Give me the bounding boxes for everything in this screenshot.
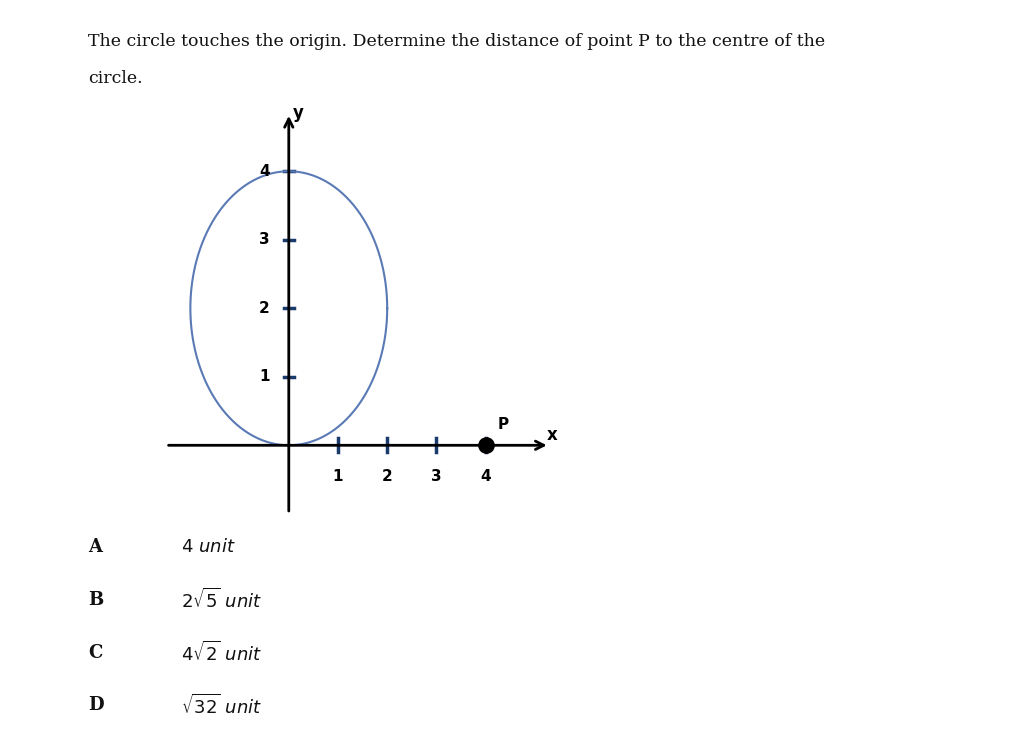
Text: x: x: [547, 426, 557, 444]
Text: y: y: [293, 104, 304, 122]
Text: A: A: [88, 538, 103, 556]
Text: 1: 1: [259, 369, 269, 385]
Text: $\sqrt{32}\ \mathit{unit}$: $\sqrt{32}\ \mathit{unit}$: [181, 694, 262, 717]
Text: $4\sqrt{2}\ \mathit{unit}$: $4\sqrt{2}\ \mathit{unit}$: [181, 641, 262, 664]
Text: circle.: circle.: [88, 70, 143, 87]
Text: P: P: [498, 417, 509, 432]
Text: $2\sqrt{5}\ \mathit{unit}$: $2\sqrt{5}\ \mathit{unit}$: [181, 588, 262, 611]
Text: D: D: [88, 697, 104, 714]
Text: 2: 2: [382, 468, 393, 484]
Text: 4: 4: [481, 468, 491, 484]
Text: 1: 1: [333, 468, 343, 484]
Text: 3: 3: [259, 232, 269, 247]
Text: B: B: [88, 591, 104, 608]
Text: 3: 3: [431, 468, 441, 484]
Text: C: C: [88, 644, 103, 661]
Text: $4\ \mathit{unit}$: $4\ \mathit{unit}$: [181, 538, 236, 556]
Text: The circle touches the origin. Determine the distance of point P to the centre o: The circle touches the origin. Determine…: [88, 33, 826, 50]
Text: 2: 2: [259, 301, 269, 316]
Text: 4: 4: [259, 164, 269, 179]
